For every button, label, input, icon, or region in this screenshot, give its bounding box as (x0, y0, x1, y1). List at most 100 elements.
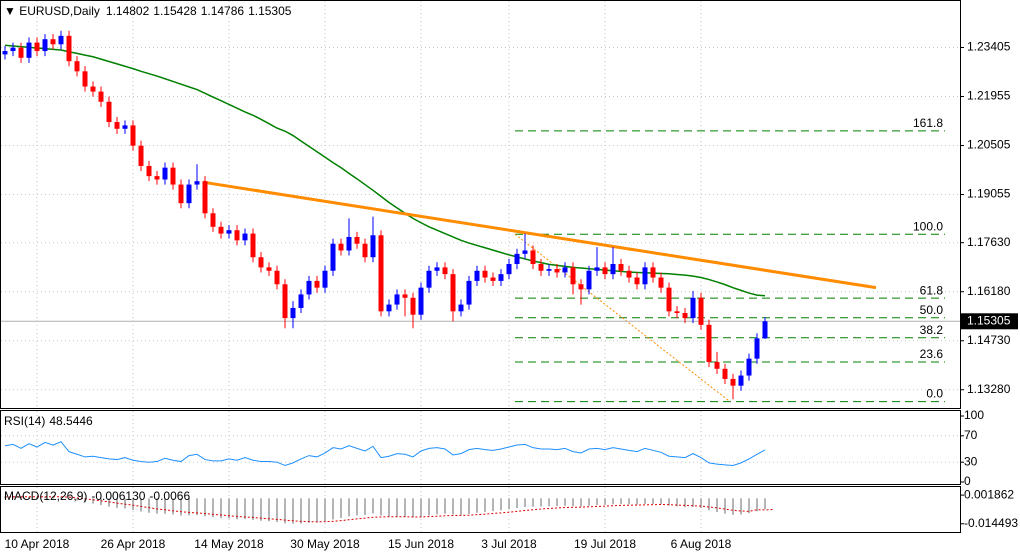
candle-body (634, 277, 640, 285)
candle-body (746, 358, 752, 376)
y-tick-label: 1.13280 (967, 382, 1011, 396)
macd-bar (548, 498, 550, 507)
macd-bar (444, 498, 446, 514)
macd-bar (628, 498, 630, 505)
candle-body (234, 230, 240, 241)
price-label: 1.15305 (967, 313, 1011, 327)
candle-body (18, 47, 24, 58)
macd-bar (20, 496, 22, 499)
macd-bar (356, 498, 358, 516)
candle-body (122, 125, 128, 129)
macd-bar (396, 498, 398, 517)
macd-bar (412, 498, 414, 518)
macd-bar (684, 498, 686, 508)
candle-body (626, 270, 632, 278)
x-tick-label: 6 Aug 2018 (671, 537, 732, 551)
macd-bar (692, 498, 694, 507)
candle-body (186, 184, 192, 204)
macd-bar (236, 498, 238, 520)
macd-bar (220, 498, 222, 519)
macd-bar (468, 498, 470, 514)
macd-bar (348, 498, 350, 517)
y-tick-label: 1.20505 (967, 138, 1011, 152)
candle-body (66, 35, 72, 62)
candle-body (306, 280, 312, 295)
macd-bar (660, 498, 662, 505)
rsi-tick-label: 100 (964, 408, 984, 422)
candle-body (370, 235, 376, 258)
candle-body (26, 42, 32, 58)
candle-body (450, 274, 456, 312)
candle-body (514, 253, 520, 264)
macd-bar (380, 498, 382, 516)
candle-body (402, 294, 408, 298)
macd-bar (716, 498, 718, 513)
macd-bar (476, 498, 478, 513)
candle-body (682, 313, 688, 319)
fib-label: 161.8 (913, 116, 943, 130)
rsi-tick-label: 30 (964, 454, 978, 468)
rsi-tick-label: 0 (964, 474, 971, 488)
macd-bar (516, 498, 518, 509)
y-tick-label: 1.19055 (967, 187, 1011, 201)
moving-average (4, 44, 766, 297)
candle-body (298, 294, 304, 308)
candle-body (178, 184, 184, 204)
fib-label: 61.8 (920, 283, 944, 297)
candle-body (754, 338, 760, 359)
macd-bar (500, 498, 502, 511)
candle-body (762, 321, 768, 339)
candle-body (322, 270, 328, 288)
macd-bar (132, 498, 134, 510)
macd-bar (700, 498, 702, 509)
candle-body (314, 280, 320, 288)
macd-bar (164, 498, 166, 514)
macd-bar (676, 498, 678, 507)
price-label-box (961, 313, 1018, 330)
macd-panel (0, 486, 961, 533)
price-panel (0, 0, 961, 409)
macd-bar (404, 498, 406, 517)
macd-bar (740, 498, 742, 515)
symbol: EURUSD,Daily (19, 4, 100, 18)
x-tick-label: 14 May 2018 (194, 537, 264, 551)
macd-bar (484, 498, 486, 512)
candle-body (570, 267, 576, 285)
rsi-line (4, 441, 766, 467)
macd-bar (92, 498, 94, 504)
candle-body (130, 125, 136, 146)
signal-last: -0.0066 (149, 489, 190, 503)
header-arrow: ▼ (4, 4, 19, 18)
macd-bar (84, 498, 86, 503)
x-tick-label: 3 Jul 2018 (481, 537, 537, 551)
rsi-panel (0, 410, 961, 485)
macd-last: -0.006130 (91, 489, 145, 503)
candle-body (346, 236, 352, 251)
candle-body (34, 42, 40, 52)
candle-body (266, 267, 272, 271)
candle-body (610, 264, 616, 275)
candle-body (506, 264, 512, 275)
macd-bar (652, 498, 654, 504)
candle-body (146, 165, 152, 177)
candle-body (442, 267, 448, 275)
fib-label: 0.0 (926, 387, 943, 401)
candle-body (714, 362, 720, 369)
candle-body (730, 378, 736, 386)
macd-bar (732, 498, 734, 515)
candle-body (50, 39, 56, 45)
x-tick-label: 15 Jun 2018 (388, 537, 454, 551)
macd-label: MACD(12,26,9) (4, 489, 87, 503)
candle-body (722, 368, 728, 379)
macd-bar (540, 498, 542, 507)
macd-bar (612, 498, 614, 505)
candle-body (458, 304, 464, 312)
candle-body (466, 280, 472, 305)
x-tick-label: 10 Apr 2018 (5, 537, 70, 551)
candle-body (386, 304, 392, 312)
macd-bar (756, 498, 758, 512)
macd-bar (308, 498, 310, 523)
